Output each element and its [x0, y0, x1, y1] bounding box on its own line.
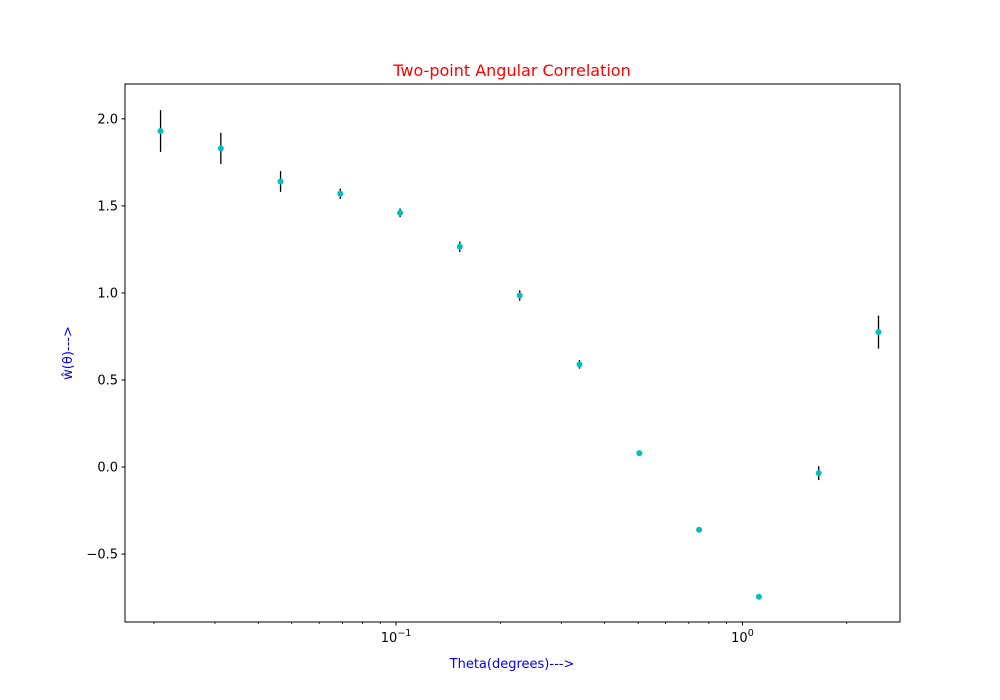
data-point — [516, 292, 523, 299]
data-point — [157, 128, 164, 135]
error-bars — [159, 110, 880, 599]
data-point — [755, 593, 762, 600]
data-point — [456, 243, 463, 250]
data-markers — [157, 128, 882, 600]
x-axis-label: Theta(degrees)---> — [449, 657, 575, 672]
data-point — [576, 361, 583, 368]
data-point — [636, 450, 643, 457]
plot-frame — [124, 83, 901, 623]
data-point — [217, 145, 224, 152]
y-tick-label: 0.5 — [97, 373, 118, 388]
data-point — [397, 209, 404, 216]
data-point — [337, 190, 344, 197]
y-tick-label: 1.5 — [97, 199, 118, 214]
data-point — [696, 526, 703, 533]
data-point — [277, 178, 284, 185]
y-tick-label: 2.0 — [97, 112, 118, 127]
x-tick-label: 100 — [731, 628, 754, 646]
y-tick-label: 0.0 — [97, 461, 118, 476]
data-point — [815, 470, 822, 477]
data-point — [875, 329, 882, 336]
y-tick-label: 1.0 — [97, 286, 118, 301]
chart-title: Two-point Angular Correlation — [392, 61, 630, 80]
y-axis-label: ŵ(θ)---> — [61, 326, 76, 380]
y-tick-label: −0.5 — [86, 548, 118, 563]
axis-ticks: −0.5 0.0 0.5 1.0 1.5 2.0 10−1 100 — [86, 112, 848, 646]
x-tick-label: 10−1 — [381, 628, 412, 646]
